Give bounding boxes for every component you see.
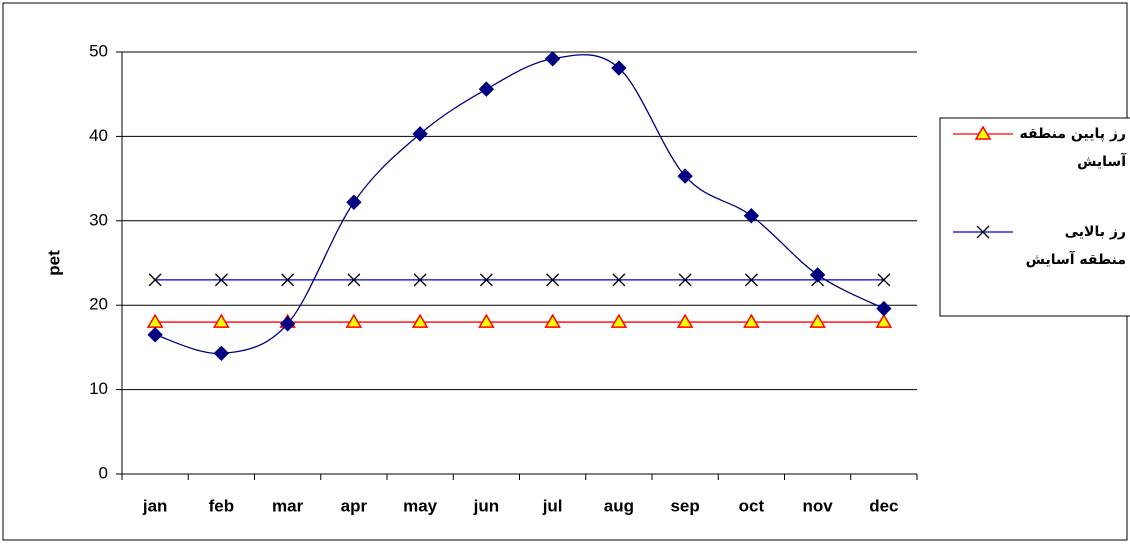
point [147,327,163,343]
point [413,273,427,287]
point [546,273,560,287]
point [743,208,760,224]
point [148,273,162,287]
legend-label: رز بالایی منطقه آسایش [1025,224,1126,268]
point [213,345,230,362]
x-tick-label: mar [272,496,304,515]
y-tick-label: 40 [89,126,108,145]
point [411,313,429,328]
y-axis-label: pet [44,250,63,276]
point [809,267,826,283]
point [479,273,493,287]
point [610,313,628,328]
legend-label: رز پایین منطقه آسایش [1019,126,1126,170]
legend-marker [974,125,992,140]
point [544,313,561,328]
y-tick-label: 20 [89,295,108,314]
point [809,313,826,328]
point [347,273,361,287]
x-tick-label: aug [604,496,634,515]
y-tick-label: 0 [99,463,108,482]
point [877,273,891,287]
x-tick-label: sep [670,496,699,515]
point [478,81,495,97]
x-tick-label: oct [739,496,765,515]
point [214,273,228,287]
x-tick-label: apr [341,496,368,515]
point [345,313,363,328]
point [412,126,428,142]
legend-box [939,117,1130,317]
point [612,273,626,287]
legend-marker [976,225,990,239]
point [281,273,295,287]
x-tick-label: jun [473,496,500,515]
point [875,313,893,328]
point [213,313,230,328]
point [279,316,296,332]
x-tick-label: jan [142,496,168,515]
point [611,60,627,76]
point [678,273,692,287]
point [743,313,760,328]
y-tick-label: 10 [89,379,108,398]
y-tick-label: 30 [89,210,108,229]
point [676,313,694,328]
point [744,273,758,287]
point [346,194,362,210]
x-tick-label: jul [542,496,563,515]
series-line [154,54,885,354]
point [876,300,892,317]
point [478,313,495,328]
x-tick-label: feb [209,496,235,515]
point [146,313,164,328]
y-tick-label: 50 [89,41,108,60]
point [677,168,693,184]
point [544,51,561,67]
x-tick-label: dec [869,496,898,515]
x-tick-label: may [403,496,438,515]
x-tick-label: nov [803,496,834,515]
